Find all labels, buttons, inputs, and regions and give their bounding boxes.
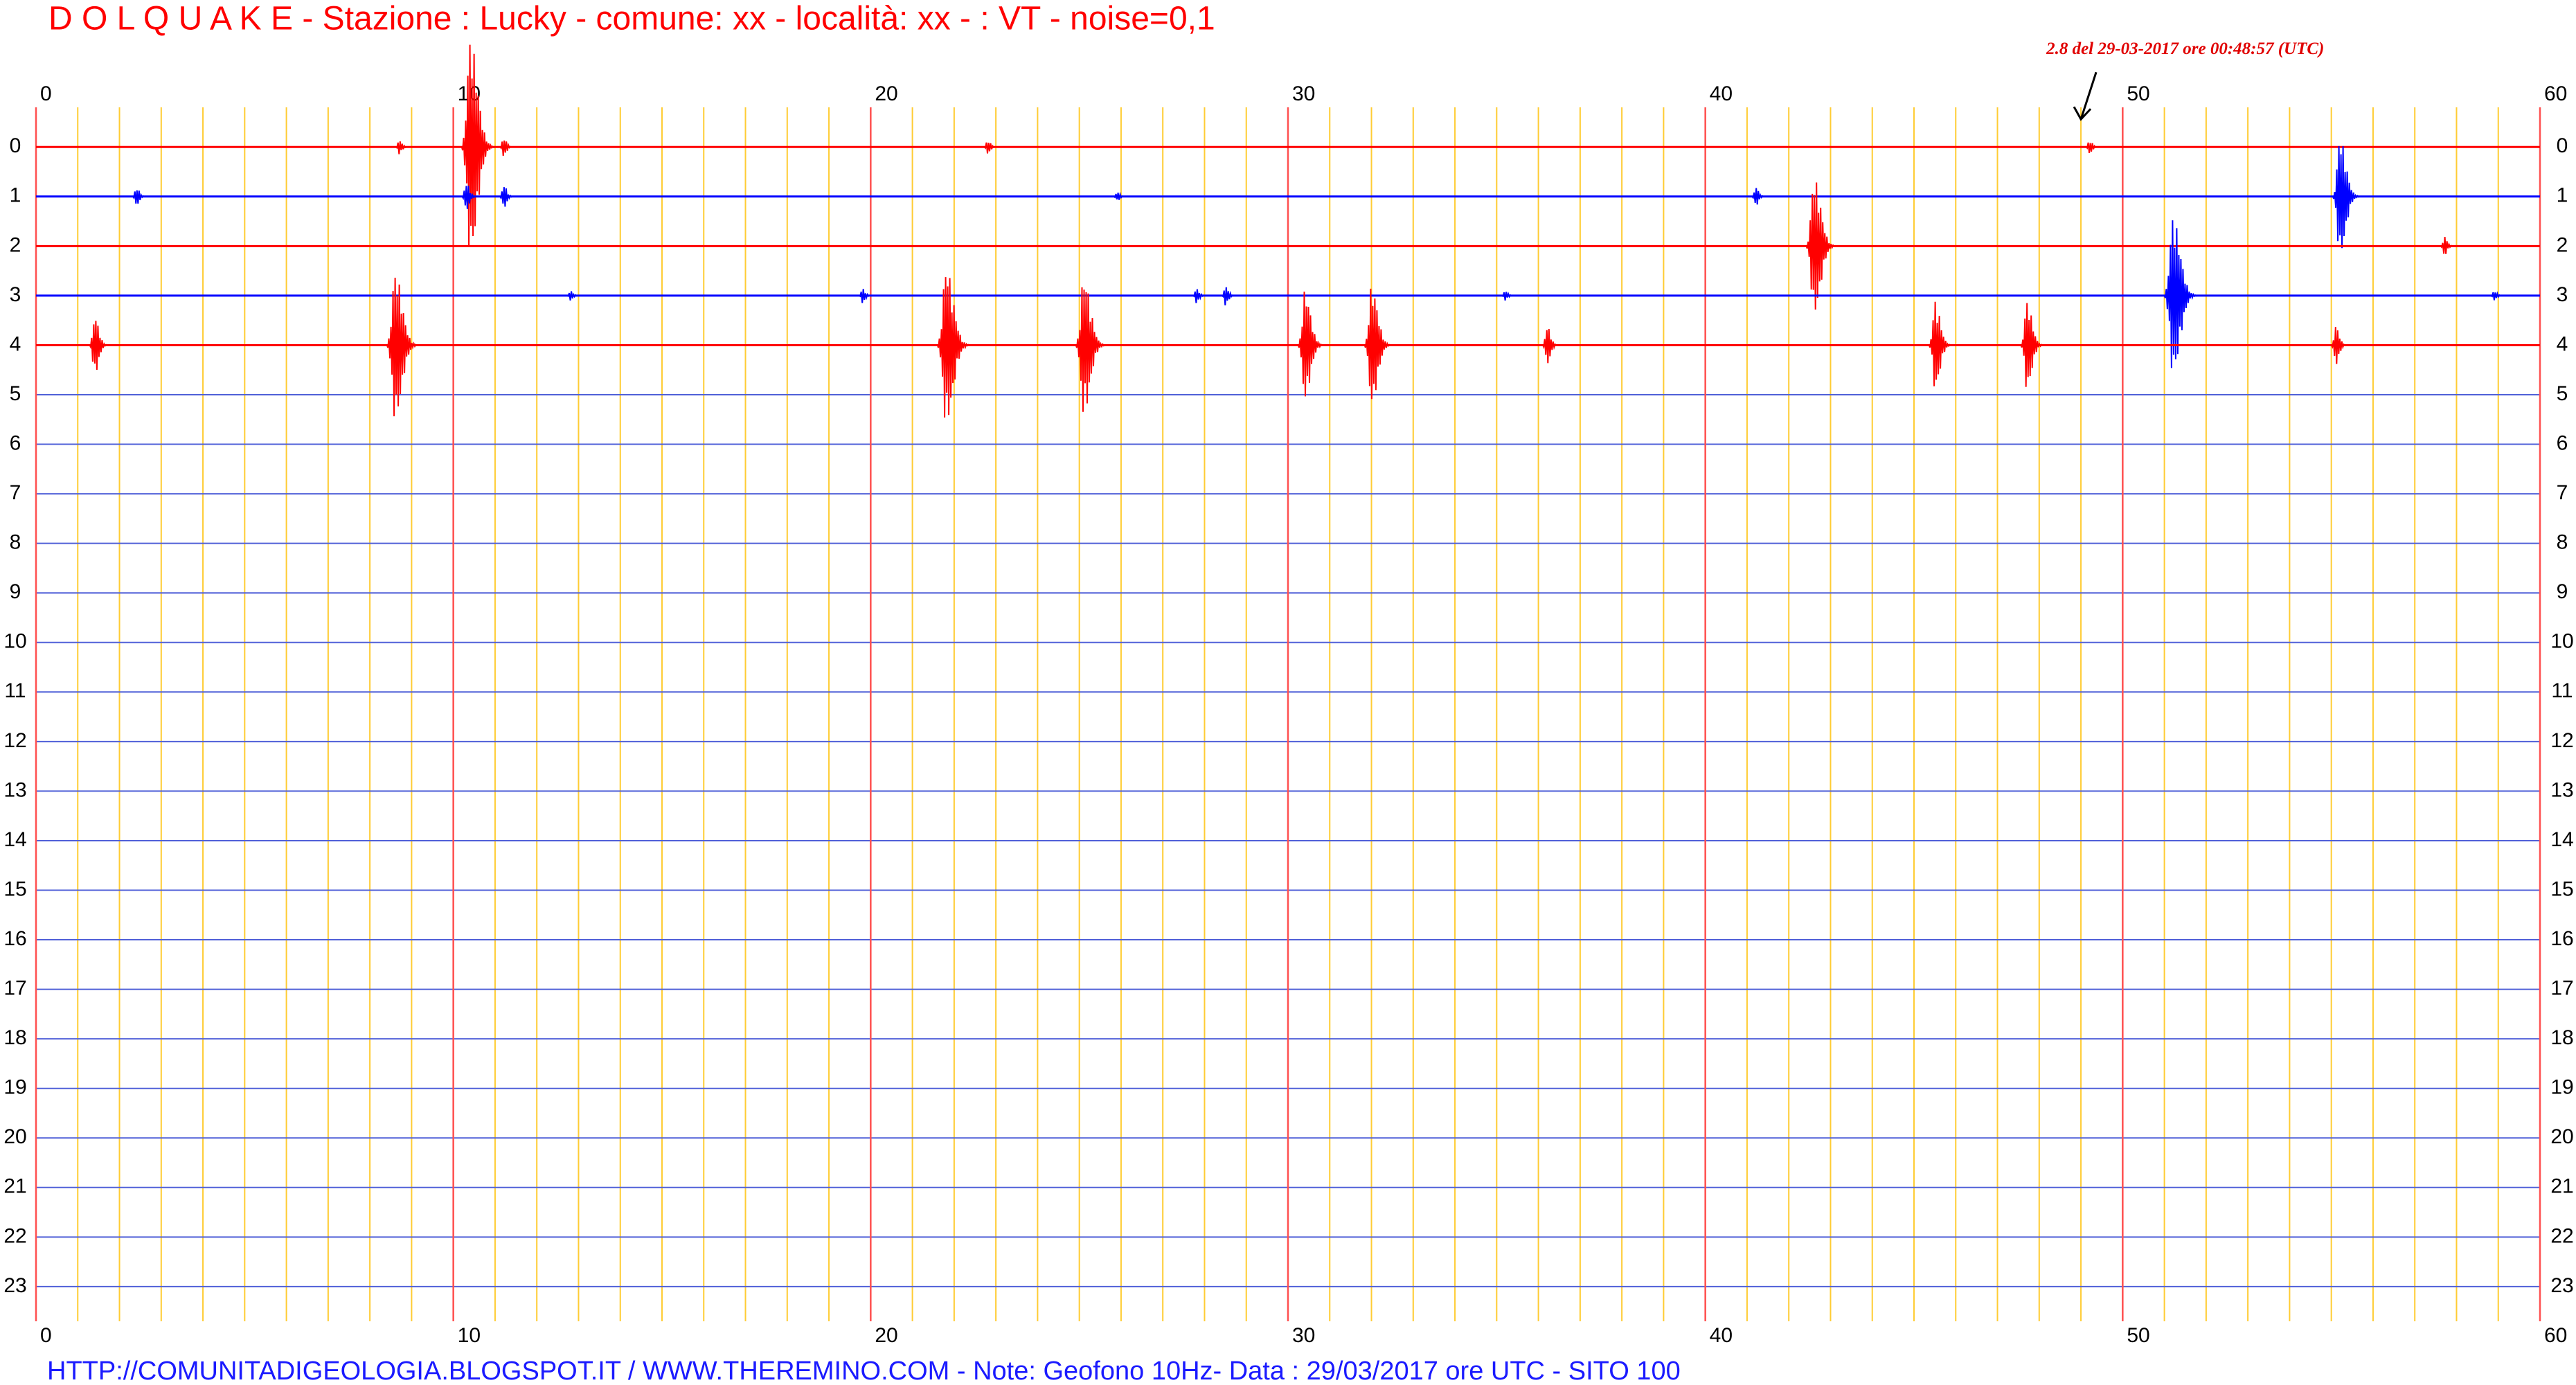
x-tick-label: 40 [1710, 1324, 1733, 1347]
y-tick-label: 17 [3, 977, 26, 1000]
y-tick-label: 22 [2550, 1224, 2573, 1247]
x-tick-label: 50 [2127, 82, 2149, 105]
seismic-event [936, 277, 972, 418]
seismic-event [2332, 145, 2361, 249]
x-tick-label: 20 [875, 82, 897, 105]
y-tick-label: 14 [3, 828, 26, 851]
seismic-event [1192, 289, 1206, 303]
y-tick-label: 15 [3, 877, 26, 900]
seismic-event [499, 140, 513, 157]
y-tick-label: 15 [2550, 877, 2573, 900]
y-tick-label: 3 [2557, 283, 2568, 306]
footer: HTTP://COMUNITADIGEOLOGIA.BLOGSPOT.IT / … [47, 1357, 1681, 1385]
y-tick-label: 14 [2550, 828, 2573, 851]
x-tick-label: 0 [40, 1324, 52, 1347]
y-tick-label: 20 [2550, 1125, 2573, 1148]
seismic-event [2490, 291, 2503, 301]
y-tick-label: 1 [10, 184, 21, 207]
seismic-event [2440, 237, 2453, 254]
y-tick-label: 2 [2557, 233, 2568, 256]
y-tick-label: 18 [2550, 1026, 2573, 1049]
y-tick-label: 22 [3, 1224, 26, 1247]
seismic-event [1075, 287, 1107, 412]
seismic-event [983, 142, 997, 154]
y-tick-label: 10 [3, 630, 26, 653]
y-tick-label: 17 [2550, 977, 2573, 1000]
seismic-event [1501, 292, 1514, 301]
y-tick-label: 0 [10, 134, 21, 157]
x-tick-label: 30 [1292, 82, 1315, 105]
y-tick-label: 9 [2557, 580, 2568, 603]
y-tick-label: 19 [2550, 1076, 2573, 1099]
x-tick-label: 60 [2544, 82, 2567, 105]
seismic-event [395, 141, 409, 154]
y-tick-label: 21 [2550, 1175, 2573, 1198]
seismic-event [1805, 182, 1837, 310]
y-tick-label: 13 [3, 778, 26, 801]
y-tick-label: 5 [2557, 382, 2568, 405]
y-tick-label: 9 [10, 580, 21, 603]
seismic-event [2085, 142, 2099, 154]
x-tick-label: 10 [458, 1324, 481, 1347]
x-tick-label: 0 [40, 82, 52, 105]
seismic-event [1751, 188, 1765, 205]
seismic-event [1113, 191, 1126, 200]
x-tick-label: 40 [1710, 82, 1733, 105]
y-tick-label: 11 [2551, 679, 2573, 702]
y-tick-label: 7 [10, 481, 21, 504]
seismic-event [460, 44, 496, 247]
seismic-event [132, 190, 145, 204]
x-tick-label: 60 [2544, 1324, 2567, 1347]
y-tick-label: 16 [2550, 927, 2573, 950]
seismic-event [386, 278, 420, 417]
y-tick-label: 5 [10, 382, 21, 405]
y-tick-label: 21 [3, 1175, 26, 1198]
y-tick-label: 7 [2557, 481, 2568, 504]
y-tick-label: 3 [10, 283, 21, 306]
x-tick-label: 50 [2127, 1324, 2149, 1347]
y-tick-label: 23 [3, 1274, 26, 1297]
y-tick-label: 12 [3, 729, 26, 752]
seismic-event [461, 186, 477, 209]
seismic-event [1541, 329, 1559, 364]
y-tick-label: 6 [2557, 431, 2568, 454]
y-tick-label: 13 [2550, 778, 2573, 801]
seismic-event [2163, 220, 2198, 368]
seismic-event [89, 321, 109, 370]
chart-title: D O L Q U A K E - Stazione : Lucky - com… [48, 1, 1215, 37]
y-tick-label: 12 [2550, 729, 2573, 752]
y-tick-label: 8 [2557, 531, 2568, 554]
y-tick-label: 18 [3, 1026, 26, 1049]
y-tick-label: 8 [10, 531, 21, 554]
annotation-arrow [2073, 71, 2098, 121]
y-tick-label: 11 [4, 679, 26, 702]
seismic-event [1928, 301, 1952, 386]
seismic-event [566, 291, 579, 301]
y-tick-label: 6 [10, 431, 21, 454]
y-tick-label: 4 [2557, 332, 2568, 355]
seismic-event [1363, 288, 1392, 400]
annotation: 2.8 del 29-03-2017 ore 00:48:57 (UTC) [2046, 39, 2324, 58]
y-tick-label: 10 [2550, 630, 2573, 653]
y-tick-label: 1 [2557, 184, 2568, 207]
seismic-event [1222, 287, 1235, 305]
x-tick-label: 30 [1292, 1324, 1315, 1347]
y-tick-label: 19 [3, 1076, 26, 1099]
y-tick-label: 16 [3, 927, 26, 950]
y-tick-label: 23 [2550, 1274, 2573, 1297]
y-tick-label: 20 [3, 1125, 26, 1148]
seismic-event [499, 187, 514, 207]
seismic-event [2330, 327, 2347, 364]
y-tick-label: 4 [10, 332, 21, 355]
y-tick-label: 2 [10, 233, 21, 256]
seismic-event [2020, 303, 2044, 387]
y-tick-label: 0 [2557, 134, 2568, 157]
traces: 2.8 del 29-03-2017 ore 00:48:57 (UTC) [36, 39, 2540, 418]
x-tick-label: 20 [875, 1324, 897, 1347]
seismic-event [859, 289, 872, 303]
seismic-event [1297, 292, 1325, 397]
